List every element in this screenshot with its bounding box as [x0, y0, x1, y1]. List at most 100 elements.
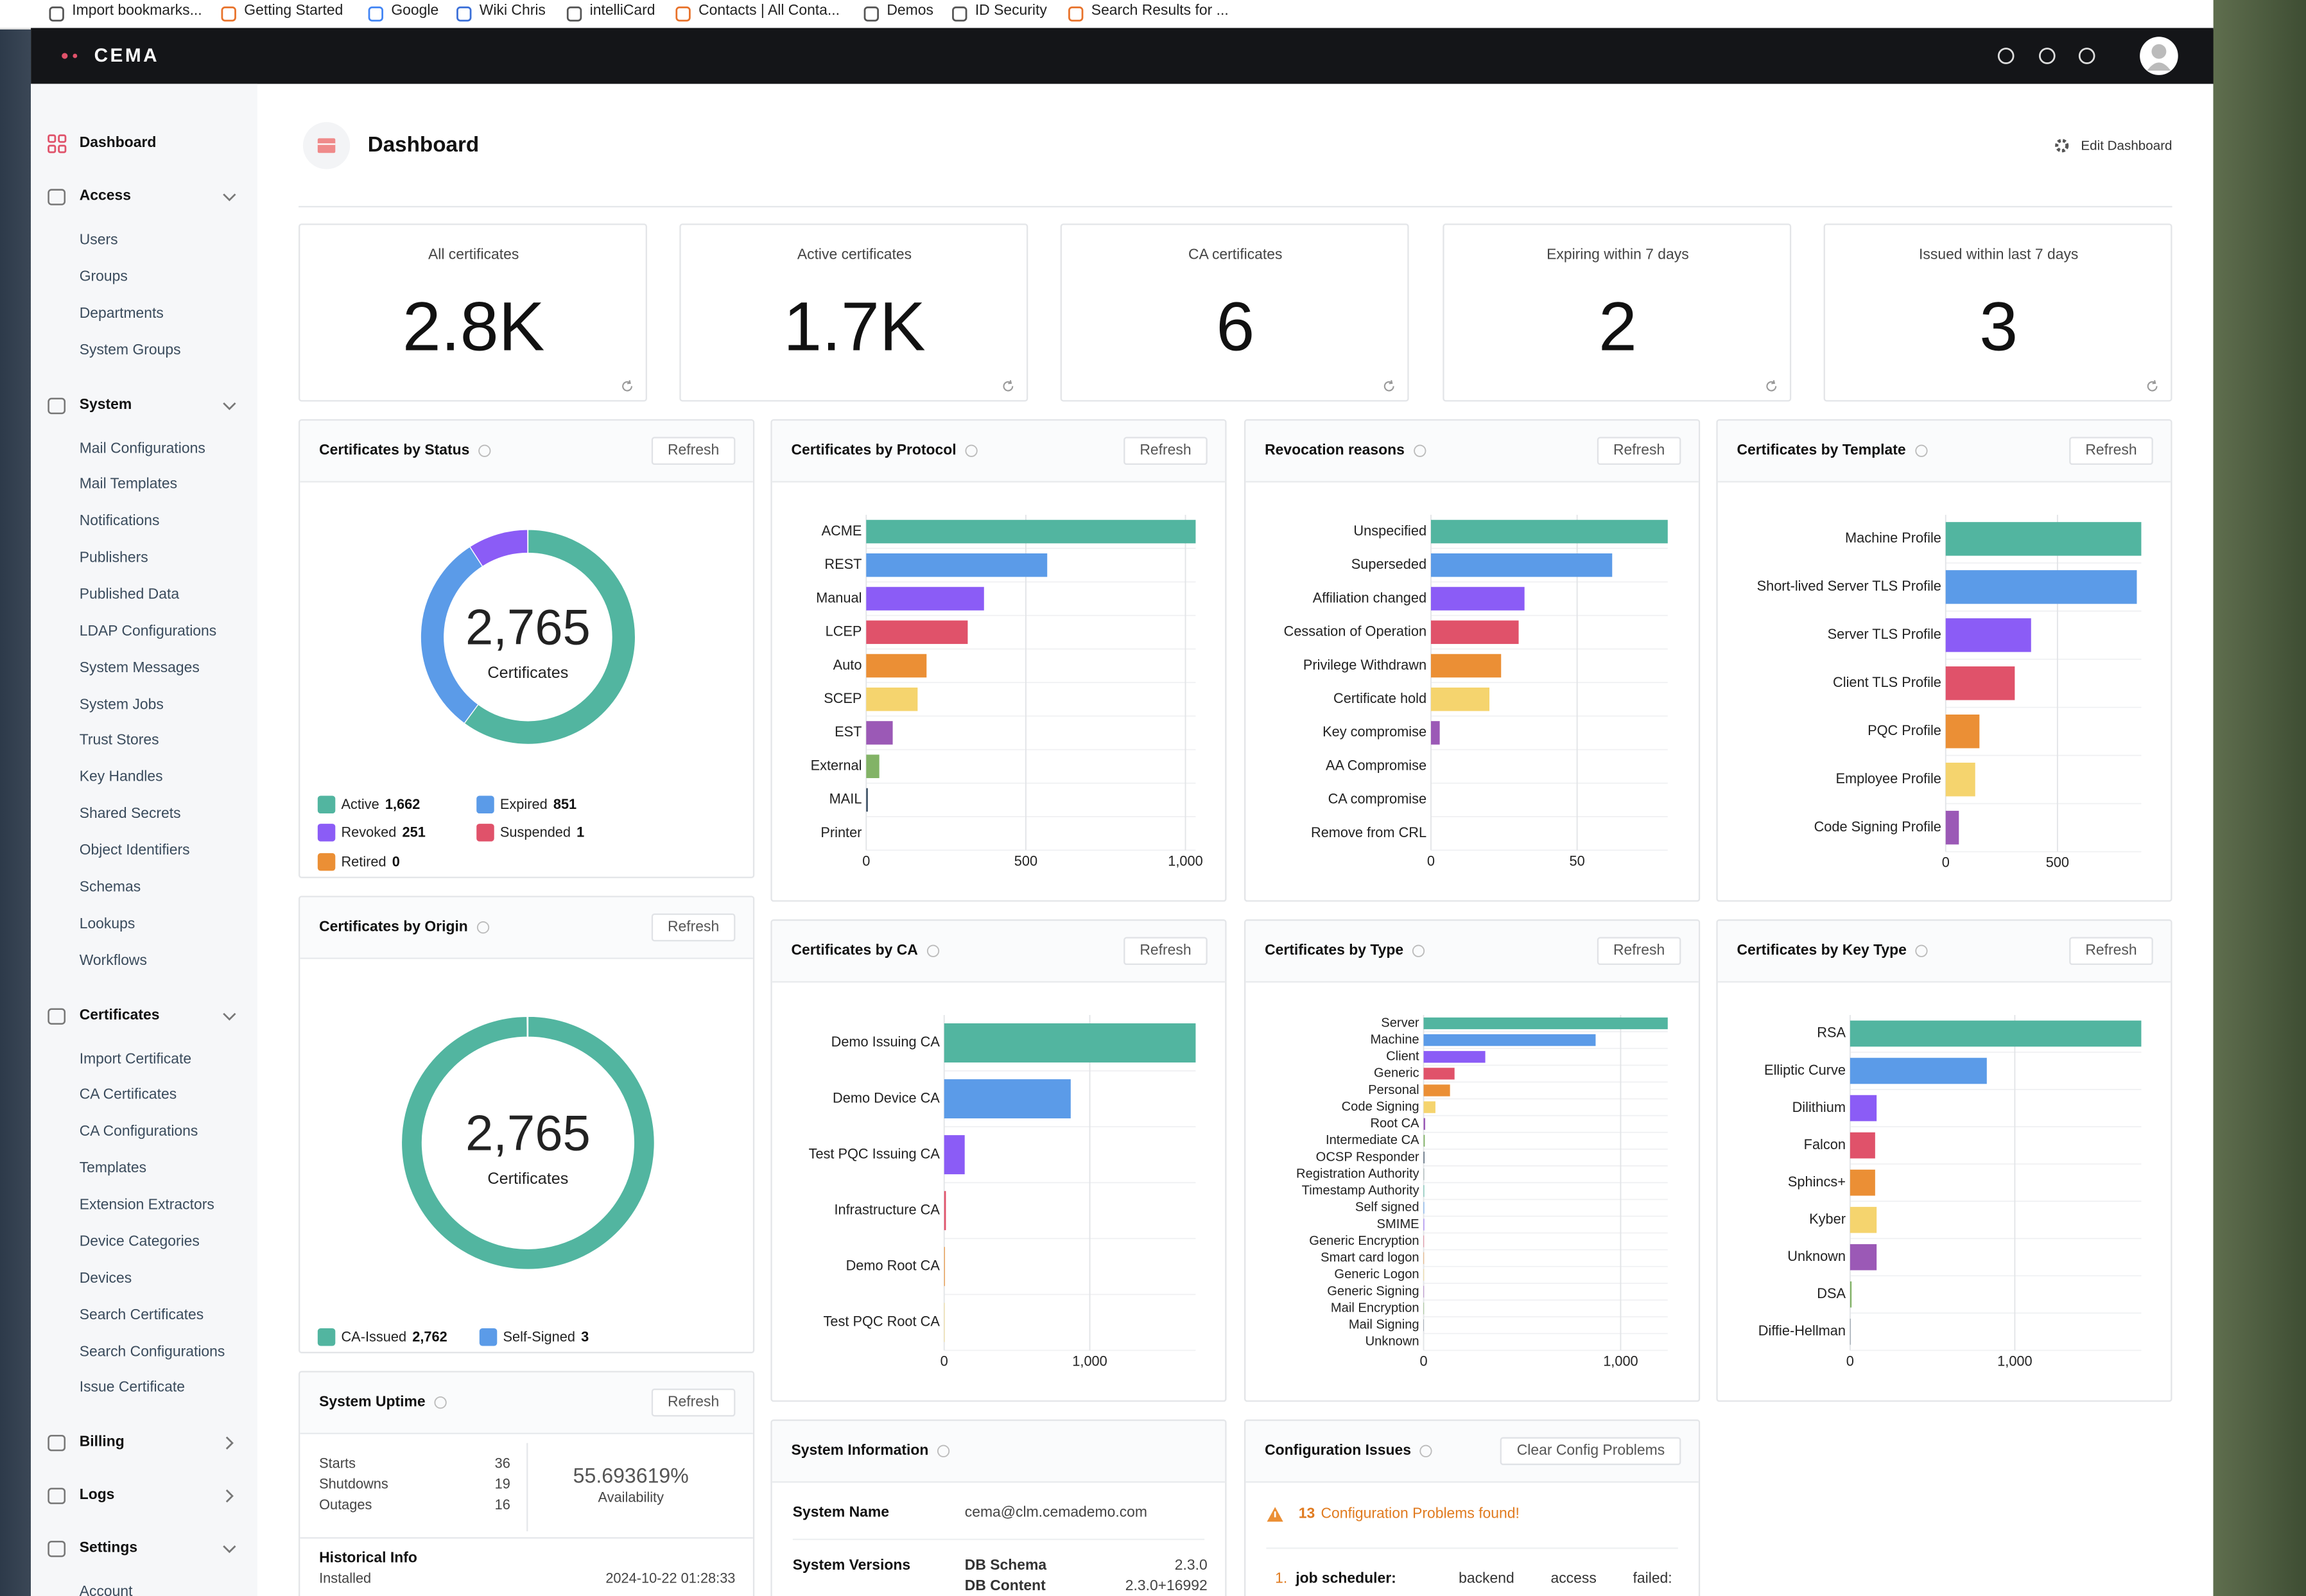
info-shape: [1420, 1444, 1433, 1457]
nav-item[interactable]: Search Certificates: [79, 1307, 204, 1324]
nav-item[interactable]: Mail Configurations: [79, 440, 205, 457]
bookmark[interactable]: Demos: [887, 3, 933, 19]
legend-name: CA-Issued: [341, 1329, 407, 1346]
nav-section[interactable]: Certificates: [79, 1007, 160, 1023]
bookmark[interactable]: Contacts | All Conta...: [698, 3, 840, 19]
refresh-button[interactable]: Refresh: [1597, 437, 1681, 465]
logo-dots: [62, 53, 78, 59]
reload-shape[interactable]: [2147, 380, 2158, 392]
nav-item[interactable]: Trust Stores: [79, 733, 159, 750]
nav-item[interactable]: Devices: [79, 1271, 132, 1287]
gear-shape: [2055, 139, 2069, 153]
nav-item[interactable]: Device Categories: [79, 1234, 200, 1251]
bookmark[interactable]: Getting Started: [244, 3, 343, 19]
y-tick-label: Server: [1381, 1016, 1419, 1030]
legend-value: 851: [553, 796, 577, 813]
bookmark[interactable]: Google: [391, 3, 439, 19]
info-shape: [937, 1444, 951, 1457]
bar: [1850, 1095, 1877, 1122]
nav-item[interactable]: LDAP Configurations: [79, 623, 217, 640]
row-divider: [1266, 1547, 1678, 1549]
reload-shape[interactable]: [1383, 380, 1394, 392]
reload-shape[interactable]: [622, 380, 632, 392]
info-icon: [435, 1396, 447, 1409]
nav-item[interactable]: CA Certificates: [79, 1088, 177, 1104]
uptime-label: Starts: [319, 1456, 356, 1473]
refresh-button[interactable]: Refresh: [2069, 437, 2153, 465]
nav-section[interactable]: System: [79, 396, 132, 413]
nav-item[interactable]: Publishers: [79, 550, 148, 567]
nav-item[interactable]: Search Configurations: [79, 1344, 225, 1360]
bookmark[interactable]: ID Security: [975, 3, 1047, 19]
panel-title: Certificates by Key Type: [1737, 942, 1907, 959]
stat-label: All certificates: [428, 247, 519, 264]
refresh-button[interactable]: Refresh: [1123, 437, 1208, 465]
reload-shape[interactable]: [1766, 380, 1777, 392]
stat-value: 3: [1979, 286, 2018, 365]
y-tick-label: Generic: [1374, 1066, 1419, 1080]
icon-shape[interactable]: [2078, 48, 2095, 64]
edit-dashboard[interactable]: Edit Dashboard: [2081, 138, 2172, 153]
nav-section[interactable]: Billing: [79, 1434, 125, 1451]
nav-item[interactable]: Lookups: [79, 915, 135, 933]
refresh-button[interactable]: Refresh: [651, 437, 736, 465]
nav-item[interactable]: CA Configurations: [79, 1124, 198, 1141]
nav-item[interactable]: Departments: [79, 305, 164, 322]
icon-shape[interactable]: [2038, 48, 2056, 64]
chevron-shape: [225, 1437, 234, 1450]
bookmark[interactable]: intelliCard: [589, 3, 655, 19]
bar: [1423, 1134, 1425, 1147]
stat-card: All certificates 2.8K: [299, 223, 647, 402]
panel-title: Certificates by Origin: [319, 919, 468, 936]
nav-item[interactable]: Groups: [79, 268, 128, 286]
uptime-value: 19: [494, 1477, 510, 1493]
y-tick-label: Self signed: [1355, 1201, 1419, 1215]
nav-item[interactable]: Shared Secrets: [79, 806, 181, 823]
chevron: [223, 1012, 236, 1020]
y-tick-label: Unknown: [1365, 1335, 1419, 1349]
nav-item[interactable]: Templates: [79, 1161, 147, 1177]
nav-item[interactable]: Account: [79, 1584, 133, 1596]
nav-item[interactable]: System Jobs: [79, 697, 164, 713]
nav-item[interactable]: Import Certificate: [79, 1051, 192, 1068]
info-icon: [1915, 444, 1928, 457]
y-tick-label: EST: [835, 724, 862, 740]
refresh-button[interactable]: Refresh: [651, 913, 736, 942]
nav-item[interactable]: Issue Certificate: [79, 1380, 185, 1397]
nav-item[interactable]: Object Identifiers: [79, 842, 190, 860]
bookmark[interactable]: Import bookmarks...: [72, 3, 202, 19]
nav-item[interactable]: Dashboard: [79, 135, 157, 152]
nav-item[interactable]: Notifications: [79, 514, 160, 530]
refresh-button[interactable]: Refresh: [651, 1388, 736, 1417]
nav-section[interactable]: Settings: [79, 1540, 138, 1557]
chevron: [225, 1437, 234, 1450]
config-message: 13 Configuration Problems found!: [1299, 1504, 1520, 1527]
panel: Certificates by Status Refresh 2,765 Certif…: [299, 419, 755, 878]
refresh-button[interactable]: Refresh: [2069, 937, 2153, 966]
nav-section[interactable]: Logs: [79, 1488, 115, 1504]
refresh-button[interactable]: Refresh: [1123, 937, 1208, 966]
bookmark[interactable]: Search Results for ...: [1091, 3, 1229, 19]
bookmark[interactable]: Wiki Chris: [479, 3, 546, 19]
bar: [944, 1135, 965, 1175]
chevron: [223, 193, 236, 202]
nav-item[interactable]: System Messages: [79, 660, 200, 677]
bar: [944, 1303, 945, 1342]
nav-section[interactable]: Access: [79, 188, 131, 205]
action-button[interactable]: Clear Config Problems: [1500, 1437, 1681, 1466]
nav-item[interactable]: Workflows: [79, 952, 147, 969]
bookmark-icon: [221, 6, 236, 22]
nav-item[interactable]: Schemas: [79, 879, 141, 896]
nav-item[interactable]: Published Data: [79, 587, 180, 603]
nav-item[interactable]: Key Handles: [79, 770, 163, 786]
reload-shape[interactable]: [1003, 380, 1014, 392]
icon-shape[interactable]: [1997, 48, 2015, 64]
bar: [1423, 1252, 1425, 1264]
refresh-button[interactable]: Refresh: [1597, 937, 1681, 966]
panel-body: RSA Elliptic Curve Dilithium Falcon Sphincs+…: [1718, 983, 2171, 1401]
nav-item[interactable]: Mail Templates: [79, 477, 178, 494]
nav-item[interactable]: Extension Extractors: [79, 1197, 214, 1214]
item-number: 1.: [1275, 1571, 1288, 1588]
nav-item[interactable]: Users: [79, 232, 118, 249]
nav-item[interactable]: System Groups: [79, 342, 181, 359]
